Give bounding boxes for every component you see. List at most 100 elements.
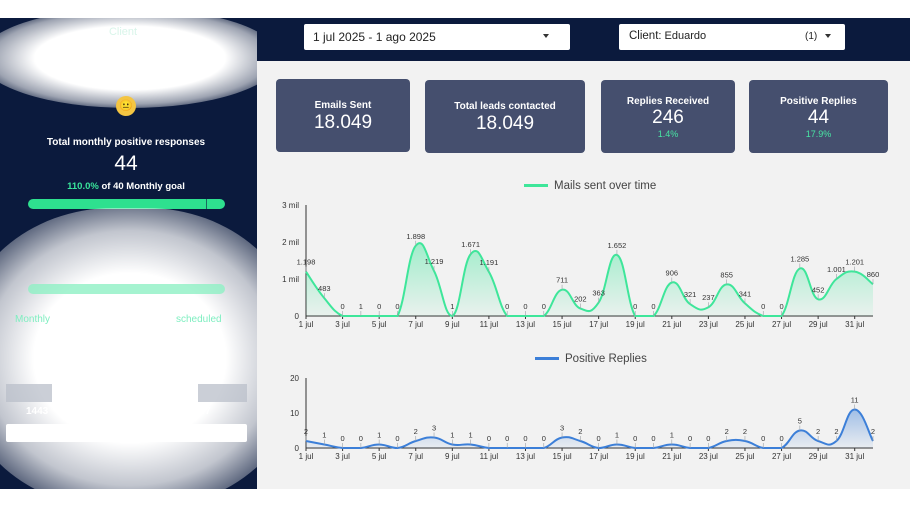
- card-title: Total leads contacted: [454, 101, 556, 112]
- x-tick-label: 3 jul: [335, 320, 350, 329]
- secondary-progress-bar: [28, 284, 225, 294]
- data-label: 1: [469, 431, 473, 440]
- x-tick-label: 29 jul: [809, 320, 828, 329]
- main-panel: Emails Sent 18.049 Total leads contacted…: [257, 61, 910, 489]
- client-label: Client: [108, 26, 138, 38]
- left-filter-button[interactable]: [6, 384, 52, 402]
- goal-percent: 110.0%: [67, 181, 99, 192]
- y-tick-label: 2 mil: [282, 238, 299, 247]
- data-label: 2: [578, 427, 582, 436]
- data-label: 1.201: [845, 258, 864, 267]
- data-label: 0: [688, 434, 692, 443]
- data-label: 0: [523, 302, 527, 311]
- card-value: 18.049: [313, 112, 373, 133]
- data-label: 0: [505, 434, 509, 443]
- right-count: 107: [194, 406, 211, 417]
- x-tick-label: 1 jul: [299, 452, 314, 461]
- data-label: 0: [395, 302, 399, 311]
- x-tick-label: 17 jul: [589, 452, 608, 461]
- x-tick-label: 1 jul: [299, 320, 314, 329]
- data-label: 0: [377, 302, 381, 311]
- card-value: 18.049: [475, 113, 535, 134]
- data-label: 1: [670, 431, 674, 440]
- replies-chart-legend: Positive Replies: [535, 353, 647, 365]
- data-label: 0: [651, 302, 655, 311]
- series-area: [306, 409, 873, 448]
- right-filter-button[interactable]: [198, 384, 247, 402]
- y-tick-label: 1 mil: [282, 275, 299, 284]
- data-label: 483: [318, 284, 331, 293]
- goal-rest: of 40 Monthly goal: [101, 181, 185, 192]
- data-label: 363: [592, 289, 605, 298]
- x-tick-label: 19 jul: [626, 320, 645, 329]
- data-label: 0: [359, 434, 363, 443]
- chevron-down-icon: [543, 34, 549, 38]
- sidebar-input[interactable]: [6, 424, 247, 442]
- data-label: 0: [542, 434, 546, 443]
- x-tick-label: 25 jul: [735, 320, 754, 329]
- data-label: 2: [816, 427, 820, 436]
- data-label: 3: [432, 424, 436, 433]
- x-tick-label: 9 jul: [445, 320, 460, 329]
- chevron-down-icon: [825, 34, 831, 38]
- data-label: 0: [487, 434, 491, 443]
- y-tick-label: 20: [290, 374, 299, 383]
- mails-chart-legend: Mails sent over time: [524, 180, 656, 192]
- data-label: 1.219: [425, 257, 444, 266]
- data-label: 855: [720, 270, 733, 279]
- scheduled-label: scheduled: [176, 314, 222, 325]
- y-tick-label: 3 mil: [282, 201, 299, 210]
- leads-contacted-card: Total leads contacted 18.049: [425, 80, 585, 153]
- data-label: 2: [725, 427, 729, 436]
- x-tick-label: 5 jul: [372, 320, 387, 329]
- x-tick-label: 7 jul: [408, 452, 423, 461]
- x-tick-label: 5 jul: [372, 452, 387, 461]
- data-label: 0: [523, 434, 527, 443]
- x-tick-label: 21 jul: [662, 320, 681, 329]
- x-tick-label: 27 jul: [772, 452, 791, 461]
- data-label: 906: [666, 268, 679, 277]
- x-tick-label: 3 jul: [335, 452, 350, 461]
- data-label: 860: [867, 270, 880, 279]
- mails-chart-title: Mails sent over time: [554, 180, 657, 192]
- data-label: 2: [834, 427, 838, 436]
- data-label: 1.198: [297, 258, 316, 267]
- data-label: 711: [556, 276, 568, 285]
- data-label: 1: [359, 302, 363, 311]
- replies-received-card: Replies Received 246 1.4%: [601, 80, 735, 153]
- card-title: Positive Replies: [780, 96, 857, 107]
- data-label: 0: [395, 434, 399, 443]
- client-dropdown[interactable]: Client: Eduardo (1): [619, 24, 845, 50]
- data-label: 0: [651, 434, 655, 443]
- data-label: 341: [739, 289, 752, 298]
- data-label: 1.652: [608, 241, 627, 250]
- positive-replies-card: Positive Replies 44 17.9%: [749, 80, 888, 153]
- legend-swatch: [535, 357, 559, 361]
- x-tick-label: 29 jul: [809, 452, 828, 461]
- replies-chart-title: Positive Replies: [565, 353, 647, 365]
- positive-responses-title: Total monthly positive responses: [46, 137, 206, 148]
- positive-responses-value: 44: [114, 152, 138, 175]
- data-label: 1.191: [480, 258, 499, 267]
- data-label: 0: [761, 434, 765, 443]
- x-tick-label: 11 jul: [480, 320, 499, 329]
- data-label: 1: [450, 431, 454, 440]
- x-tick-label: 9 jul: [445, 452, 460, 461]
- data-label: 0: [633, 302, 637, 311]
- data-label: 1.898: [406, 232, 425, 241]
- data-label: 0: [633, 434, 637, 443]
- data-label: 0: [340, 434, 344, 443]
- data-label: 2: [743, 427, 747, 436]
- series-area: [306, 243, 873, 316]
- data-label: 0: [706, 434, 710, 443]
- data-label: 0: [761, 302, 765, 311]
- data-label: 1.001: [827, 265, 846, 274]
- data-label: 3: [560, 424, 564, 433]
- data-label: 202: [574, 295, 587, 304]
- data-label: 1: [377, 431, 381, 440]
- x-tick-label: 13 jul: [516, 452, 535, 461]
- date-range-dropdown[interactable]: 1 jul 2025 - 1 ago 2025: [304, 24, 570, 50]
- mails-sent-chart: 0 1 mil 2 mil 3 mil 1 jul 3 jul 5 jul 7 jul 9 ju…: [282, 201, 879, 329]
- data-label: 321: [684, 290, 697, 299]
- data-label: 1: [450, 302, 454, 311]
